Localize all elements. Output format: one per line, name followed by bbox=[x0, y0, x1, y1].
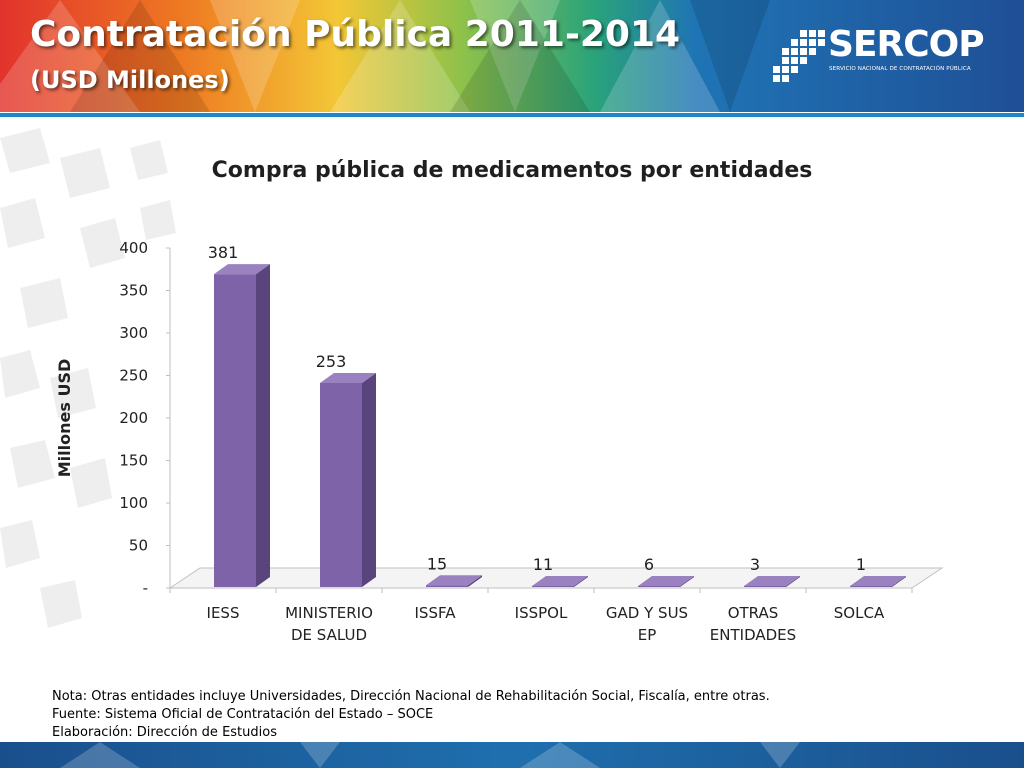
bar-side bbox=[680, 576, 694, 587]
bar-top bbox=[850, 576, 906, 586]
banner-background bbox=[0, 0, 1024, 118]
bar bbox=[532, 586, 574, 587]
bar-side bbox=[256, 264, 270, 587]
bar-side bbox=[786, 576, 800, 587]
chart-canvas: - 50 100 150 200 250 300 350 400 Millones USD 381 I… bbox=[55, 239, 944, 644]
y-axis-title: Millones USD bbox=[55, 359, 74, 478]
slide-title: Contratación Pública 2011-2014 bbox=[30, 14, 681, 55]
chart-title: Compra pública de medicamentos por entid… bbox=[211, 158, 813, 183]
bar-top bbox=[214, 264, 270, 275]
header-banner: Contratación Pública 2011-2014 (USD Mill… bbox=[0, 0, 1024, 118]
y-tick-label: 50 bbox=[129, 537, 148, 555]
data-label: 1 bbox=[856, 555, 866, 574]
x-tick-label: IESS bbox=[207, 604, 240, 622]
data-label: 11 bbox=[533, 555, 553, 574]
source-line: Fuente: Sistema Oficial de Contratación … bbox=[52, 707, 434, 722]
data-label: 3 bbox=[750, 555, 760, 574]
x-tick-label: OTRAS bbox=[728, 604, 779, 622]
x-tick-label: GAD Y SUS bbox=[606, 604, 688, 622]
y-tick-label: 300 bbox=[119, 324, 148, 342]
x-tick-label: DE SALUD bbox=[291, 626, 367, 644]
sercop-logo: SERCOP SERVICIO NACIONAL DE CONTRATACIÓN… bbox=[772, 24, 985, 88]
y-tick-label: 150 bbox=[119, 452, 148, 470]
y-tick-label: - bbox=[143, 579, 148, 597]
bar-top bbox=[426, 575, 482, 586]
chart-notes: Nota: Otras entidades incluye Universida… bbox=[52, 688, 770, 742]
y-tick-label: 350 bbox=[119, 282, 148, 300]
x-tick-label: ENTIDADES bbox=[710, 626, 796, 644]
y-tick-label: 400 bbox=[119, 239, 148, 257]
logo-tagline: SERVICIO NACIONAL DE CONTRATACIÓN PÚBLIC… bbox=[829, 66, 971, 72]
bar bbox=[320, 382, 362, 587]
bar bbox=[850, 586, 892, 587]
bar-top bbox=[638, 576, 694, 586]
bar-top bbox=[320, 372, 376, 383]
bar-top bbox=[744, 576, 800, 586]
bar-side bbox=[468, 575, 482, 587]
slide-subtitle: (USD Millones) bbox=[30, 66, 230, 94]
x-tick-label: SOLCA bbox=[834, 604, 885, 622]
bar-side bbox=[574, 576, 588, 587]
data-label: 253 bbox=[316, 352, 347, 371]
bar bbox=[426, 585, 468, 587]
x-tick-label: ISSPOL bbox=[515, 604, 568, 622]
bar-side bbox=[892, 576, 906, 587]
author-line: Elaboración: Dirección de Estudios bbox=[52, 725, 277, 740]
x-tick-label: MINISTERIO bbox=[285, 604, 373, 622]
footer-bar bbox=[0, 742, 1024, 768]
bar bbox=[638, 586, 680, 587]
note-line: Nota: Otras entidades incluye Universida… bbox=[52, 689, 770, 704]
logo-wordmark: SERCOP bbox=[828, 24, 985, 65]
bar-top bbox=[532, 576, 588, 586]
y-tick-label: 200 bbox=[119, 409, 148, 427]
data-label: 6 bbox=[644, 555, 654, 574]
data-label: 381 bbox=[208, 243, 239, 262]
bar bbox=[214, 274, 256, 587]
x-tick-label: ISSFA bbox=[415, 604, 457, 622]
y-tick-label: 250 bbox=[119, 367, 148, 385]
data-label: 15 bbox=[427, 554, 447, 573]
logo-mark-icon bbox=[773, 30, 825, 82]
x-tick-label: EP bbox=[638, 626, 657, 644]
bar-chart: Compra pública de medicamentos por entid… bbox=[0, 118, 1024, 688]
bar bbox=[744, 586, 786, 587]
background-pattern bbox=[0, 128, 176, 628]
bar-side bbox=[362, 372, 376, 587]
y-tick-label: 100 bbox=[119, 494, 148, 512]
